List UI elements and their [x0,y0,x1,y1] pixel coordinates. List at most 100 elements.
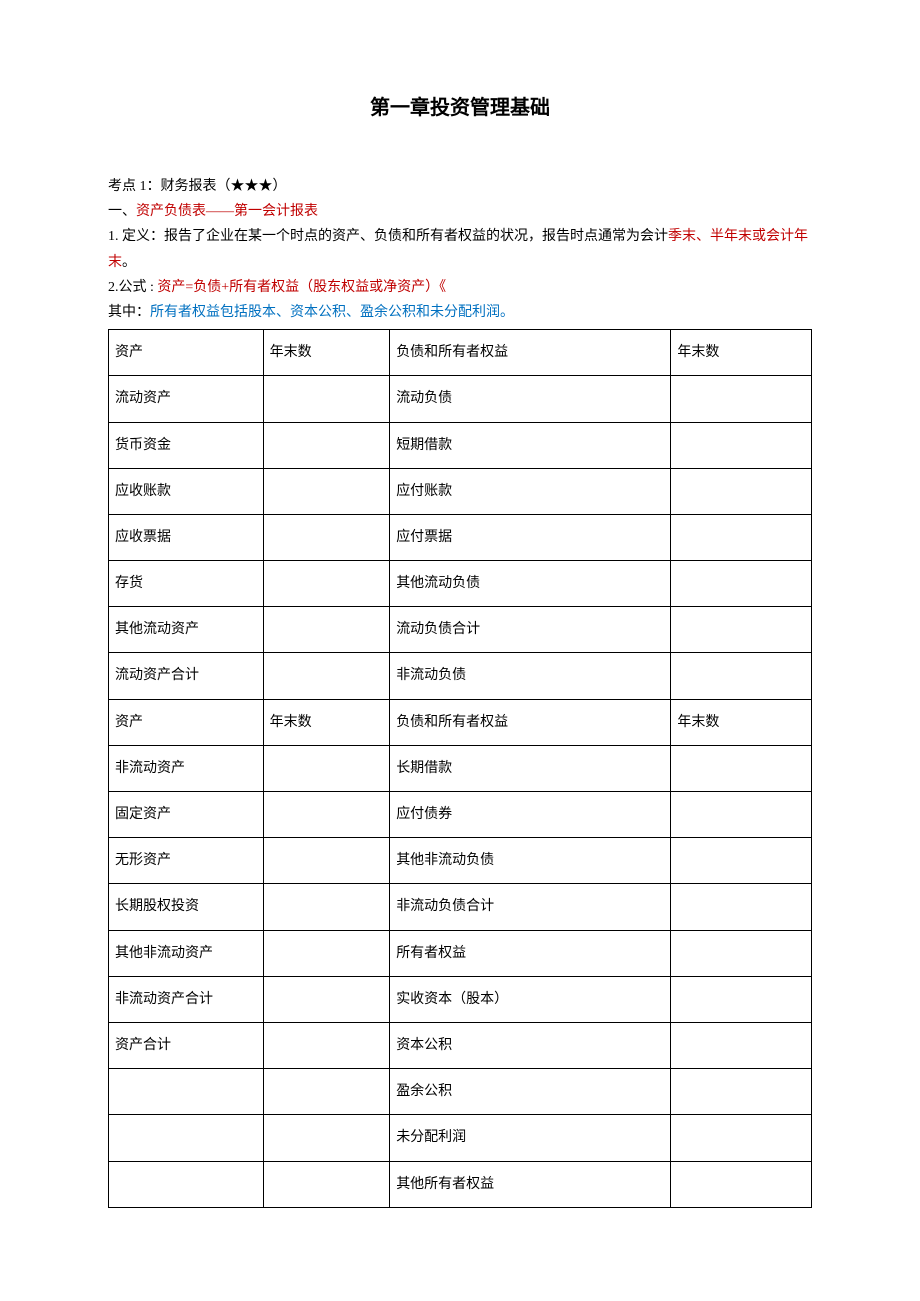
table-row: 流动资产流动负债 [109,376,812,422]
table-cell: 应付债券 [390,792,671,838]
table-row: 固定资产 应付债券 [109,792,812,838]
table-cell: 资本公积 [390,1022,671,1068]
definition-line: 1. 定义：报告了企业在某一个时点的资产、负债和所有者权益的状况，报告时点通常为… [108,224,812,274]
table-row: 应收票据 应付票据 [109,514,812,560]
table-cell: 资产 [109,699,264,745]
section-1-line: 一、资产负债表――第一会计报表 [108,199,812,224]
table-cell [671,930,812,976]
table-cell [671,1161,812,1207]
table-cell: 所有者权益 [390,930,671,976]
definition-prefix: 1. 定义：报告了企业在某一个时点的资产、负债和所有者权益的状况，报告时点通常为… [108,229,668,244]
table-cell: 长期股权投资 [109,884,264,930]
table-row: 资产年末数负债和所有者权益年末数 [109,330,812,376]
table-cell [263,422,390,468]
table-cell: 非流动负债合计 [390,884,671,930]
table-cell [263,745,390,791]
table-cell: 负债和所有者权益 [390,699,671,745]
table-row: 货币资金 短期借款 [109,422,812,468]
table-cell [263,792,390,838]
formula-line: 2.公式 : 资产=负债+所有者权益（股东权益或净资产）《 [108,275,812,300]
page-title: 第一章投资管理基础 [108,90,812,126]
table-cell: 其他所有者权益 [390,1161,671,1207]
table-row: 其他流动资产流动负债合计 [109,607,812,653]
formula-text: 资产=负债+所有者权益（股东权益或净资产）《 [157,280,446,295]
table-cell [263,1115,390,1161]
section-1-title: 资产负债表――第一会计报表 [136,204,318,219]
table-cell: 资产 [109,330,264,376]
table-row: 非流动资产合计 实收资本（股本） [109,976,812,1022]
table-cell: 年末数 [263,330,390,376]
table-cell [671,838,812,884]
table-cell [109,1115,264,1161]
table-row: 盈余公积 [109,1069,812,1115]
table-cell: 应收票据 [109,514,264,560]
table-cell: 资产合计 [109,1022,264,1068]
table-cell [263,1069,390,1115]
table-cell [263,376,390,422]
table-cell: 其他非流动负债 [390,838,671,884]
table-cell [263,884,390,930]
definition-suffix: 。 [122,255,136,270]
table-row: 其他所有者权益 [109,1161,812,1207]
table-cell [671,422,812,468]
table-cell: 无形资产 [109,838,264,884]
table-cell [263,976,390,1022]
table-cell: 应付票据 [390,514,671,560]
table-cell [671,376,812,422]
table-cell: 未分配利润 [390,1115,671,1161]
table-cell [263,1161,390,1207]
table-cell: 长期借款 [390,745,671,791]
table-cell: 非流动资产 [109,745,264,791]
table-cell: 其他流动负债 [390,561,671,607]
table-row: 未分配利润 [109,1115,812,1161]
table-cell [109,1161,264,1207]
table-cell: 年末数 [671,699,812,745]
note-prefix: 其中： [108,305,150,320]
table-row: 无形资产 其他非流动负债 [109,838,812,884]
table-cell [263,930,390,976]
table-row: 资产合计 资本公积 [109,1022,812,1068]
table-cell: 固定资产 [109,792,264,838]
table-cell: 年末数 [263,699,390,745]
table-cell [263,468,390,514]
table-row: 流动资产合计 非流动负债 [109,653,812,699]
table-cell: 货币资金 [109,422,264,468]
table-row: 资产年末数负债和所有者权益年末数 [109,699,812,745]
table-cell [263,561,390,607]
note-line: 其中：所有者权益包括股本、资本公积、盈余公积和未分配利润。 [108,300,812,325]
table-row: 存货 其他流动负债 [109,561,812,607]
table-cell: 非流动负债 [390,653,671,699]
table-cell: 短期借款 [390,422,671,468]
table-cell: 非流动资产合计 [109,976,264,1022]
table-cell: 盈余公积 [390,1069,671,1115]
table-row: 应收账款应付账款 [109,468,812,514]
table-cell [263,653,390,699]
table-cell [671,468,812,514]
table-cell [263,607,390,653]
balance-sheet-table: 资产年末数负债和所有者权益年末数流动资产流动负债货币资金短期借款应收账款应付账款… [108,329,812,1208]
table-cell [671,884,812,930]
table-cell [263,838,390,884]
table-cell [263,514,390,560]
note-text: 所有者权益包括股本、资本公积、盈余公积和未分配利润。 [150,305,514,320]
table-cell: 应收账款 [109,468,264,514]
table-cell: 年末数 [671,330,812,376]
table-cell: 实收资本（股本） [390,976,671,1022]
section-1-label: 一、 [108,204,136,219]
table-cell [671,745,812,791]
table-cell [671,976,812,1022]
exam-point-heading: 考点 1：财务报表（★★★） [108,174,812,199]
table-row: 长期股权投资 非流动负债合计 [109,884,812,930]
table-cell [671,607,812,653]
table-row: 非流动资产 长期借款 [109,745,812,791]
table-cell [671,561,812,607]
table-cell [671,1022,812,1068]
table-cell: 流动资产合计 [109,653,264,699]
table-cell: 存货 [109,561,264,607]
table-cell: 其他流动资产 [109,607,264,653]
table-cell [671,792,812,838]
table-row: 其他非流动资产所有者权益 [109,930,812,976]
table-cell [671,653,812,699]
table-cell [671,1115,812,1161]
table-cell: 流动资产 [109,376,264,422]
